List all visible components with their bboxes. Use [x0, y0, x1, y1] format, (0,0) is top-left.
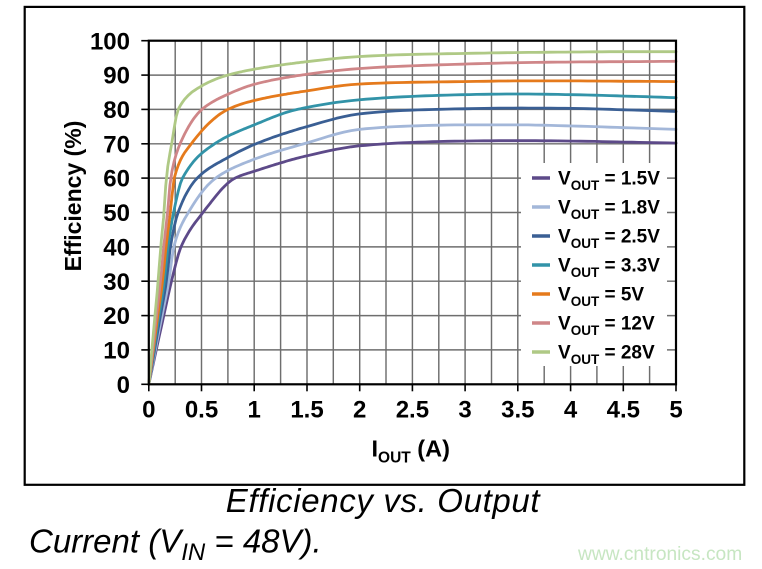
svg-text:10: 10	[103, 338, 130, 365]
svg-text:60: 60	[103, 166, 130, 193]
svg-text:5: 5	[669, 397, 682, 424]
svg-text:3: 3	[458, 397, 471, 424]
svg-text:1: 1	[248, 397, 261, 424]
svg-text:100: 100	[90, 28, 130, 55]
svg-text:4.5: 4.5	[607, 397, 640, 424]
svg-text:70: 70	[103, 131, 130, 158]
svg-text:80: 80	[103, 97, 130, 124]
svg-text:1.5: 1.5	[290, 397, 323, 424]
svg-text:90: 90	[103, 63, 130, 90]
svg-text:VOUT = 1.8V: VOUT = 1.8V	[558, 197, 660, 222]
svg-text:IOUT (A): IOUT (A)	[372, 436, 450, 467]
svg-text:Efficiency (%): Efficiency (%)	[60, 121, 86, 272]
svg-text:0: 0	[142, 397, 155, 424]
svg-text:4: 4	[564, 397, 578, 424]
svg-text:VOUT = 28V: VOUT = 28V	[558, 342, 655, 367]
svg-text:Efficiency vs. Output: Efficiency vs. Output	[226, 482, 542, 519]
svg-text:VOUT = 2.5V: VOUT = 2.5V	[558, 226, 660, 251]
svg-text:30: 30	[103, 269, 130, 296]
svg-text:VOUT = 3.3V: VOUT = 3.3V	[558, 255, 660, 280]
svg-text:50: 50	[103, 200, 130, 227]
svg-text:40: 40	[103, 235, 130, 262]
svg-text:3.5: 3.5	[501, 397, 534, 424]
svg-text:2.5: 2.5	[396, 397, 429, 424]
svg-text:Current (VIN = 48V).: Current (VIN = 48V).	[29, 523, 322, 567]
svg-text:0.5: 0.5	[185, 397, 218, 424]
svg-text:20: 20	[103, 303, 130, 330]
svg-text:2: 2	[353, 397, 366, 424]
svg-text:VOUT = 5V: VOUT = 5V	[558, 284, 644, 309]
svg-text:www.cntronics.com: www.cntronics.com	[577, 544, 742, 565]
svg-text:0: 0	[117, 372, 130, 399]
